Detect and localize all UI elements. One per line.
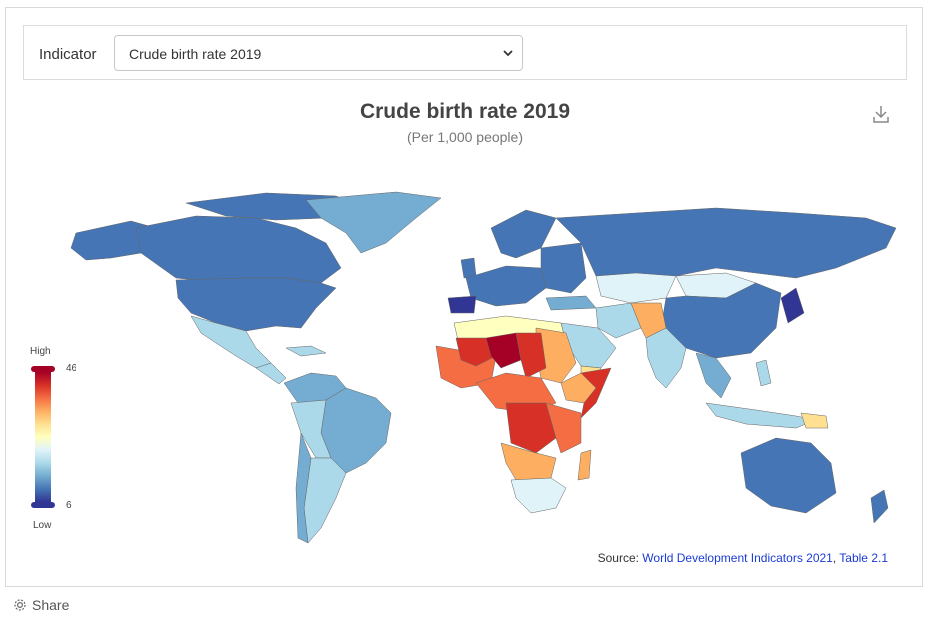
source-link-table[interactable]: Table 2.1 [839,551,888,565]
legend-color-bar [35,372,51,502]
map-niger[interactable] [485,332,522,369]
source-prefix: Source: [597,551,643,565]
map-philippines[interactable] [755,359,772,387]
world-map [70,191,897,544]
map-new-zealand[interactable] [870,489,889,524]
legend-low-marker [31,502,55,508]
map-argentina[interactable] [303,457,347,544]
legend-high-marker [31,366,55,372]
map-canada[interactable] [135,215,342,284]
map-russia[interactable] [555,207,897,279]
map-drc[interactable] [505,402,557,454]
chart-title: Crude birth rate 2019 [359,100,571,123]
share-label: Share [32,597,70,613]
map-chad[interactable] [515,332,547,379]
source-link-wdi[interactable]: World Development Indicators 2021 [642,551,833,565]
map-southeast-asia[interactable] [695,352,732,399]
map-kazakhstan[interactable] [595,272,677,304]
map-caribbean[interactable] [285,345,327,357]
map-australia[interactable] [740,437,837,514]
map-mali[interactable] [455,337,497,367]
legend-high-label: High [30,346,51,357]
legend-min-value: 6 [66,500,72,511]
indicator-bar: Indicator Crude birth rate 2019 [23,25,907,80]
legend-max-value: 46 [66,363,76,374]
map-western-europe[interactable] [465,265,547,307]
source-note: Source: World Development Indicators 202… [598,551,888,565]
gear-icon [14,599,26,611]
map-southern-africa[interactable] [510,477,567,514]
download-icon[interactable] [871,104,891,124]
map-usa[interactable] [175,277,337,332]
map-greenland[interactable] [305,191,442,254]
indicator-select-value: Crude birth rate 2019 [129,46,262,62]
indicator-label: Indicator [39,46,97,63]
map-indonesia[interactable] [705,402,817,429]
map-madagascar[interactable] [577,449,592,481]
map-iran[interactable] [595,302,642,339]
source-separator: , [832,551,840,565]
map-alaska[interactable] [70,220,157,261]
map-uk[interactable] [460,257,477,279]
legend-low-label: Low [33,520,52,531]
map-eastern-europe[interactable] [540,242,587,294]
map-chile[interactable] [295,432,312,544]
chart-subtitle: (Per 1,000 people) [407,129,523,145]
map-india[interactable] [645,327,687,389]
map-central-america[interactable] [255,362,287,385]
chevron-down-icon [503,50,513,57]
map-iberia[interactable] [447,295,477,314]
map-turkey[interactable] [545,295,597,311]
map-japan[interactable] [780,287,805,324]
share-button[interactable]: Share [13,597,69,613]
indicator-select[interactable]: Crude birth rate 2019 [114,35,523,71]
chart-panel: Indicator Crude birth rate 2019 Crude bi… [5,7,923,587]
map-east-africa[interactable] [545,402,582,454]
legend: High 46 6 Low [30,346,76,531]
map-png[interactable] [800,412,829,429]
